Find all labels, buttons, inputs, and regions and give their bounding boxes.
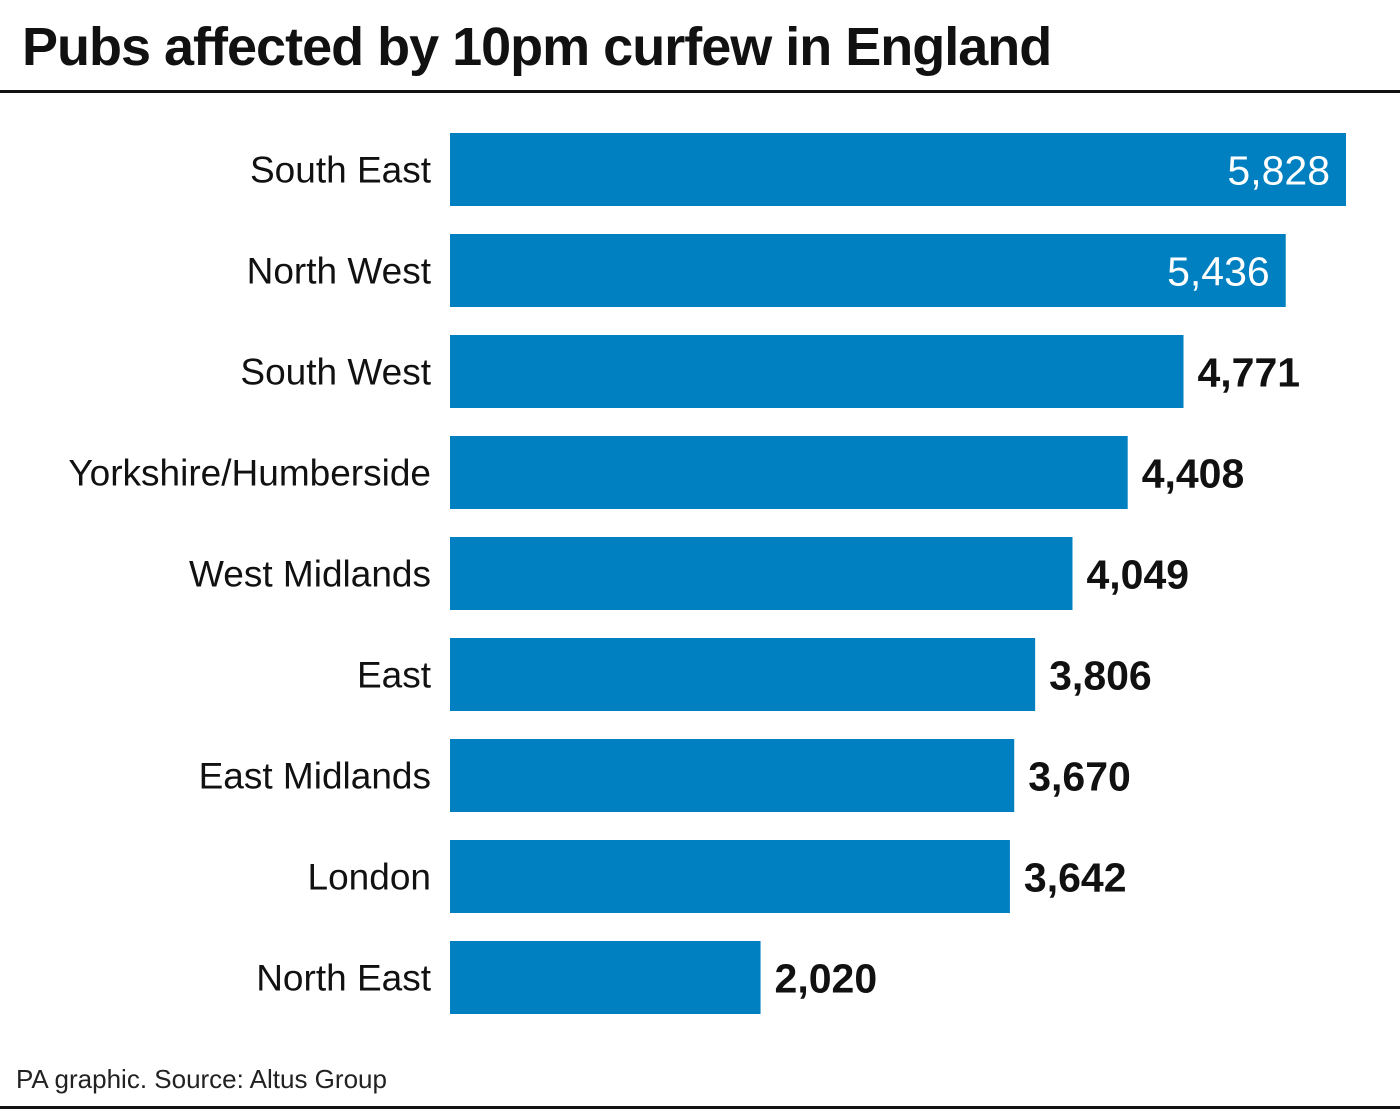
bar-yorkshire-humberside	[450, 436, 1128, 509]
value-label-yorkshire-humberside: 4,408	[1142, 451, 1245, 497]
bottom-rule	[0, 1106, 1400, 1109]
bar-south-west	[450, 335, 1184, 408]
category-label-london: London	[308, 857, 431, 898]
bar-south-east	[450, 133, 1346, 206]
category-label-east: East	[357, 655, 432, 696]
bar-london	[450, 840, 1010, 913]
title-rule	[0, 90, 1400, 93]
value-label-south-west: 4,771	[1197, 350, 1300, 396]
chart-title: Pubs affected by 10pm curfew in England	[22, 17, 1052, 77]
bar-east	[450, 638, 1036, 711]
value-label-north-east: 2,020	[775, 956, 878, 1002]
bar-east-midlands	[450, 739, 1015, 812]
category-label-west-midlands: West Midlands	[189, 554, 431, 595]
category-label-north-east: North East	[256, 958, 432, 999]
value-label-east-midlands: 3,670	[1028, 754, 1131, 800]
value-label-south-east: 5,828	[1227, 148, 1330, 194]
bar-north-east	[450, 941, 761, 1014]
value-label-north-west: 5,436	[1167, 249, 1270, 295]
bar-west-midlands	[450, 537, 1073, 610]
category-label-north-west: North West	[247, 251, 432, 292]
source-note: PA graphic. Source: Altus Group	[16, 1064, 387, 1094]
bar-north-west	[450, 234, 1286, 307]
value-label-west-midlands: 4,049	[1086, 552, 1189, 598]
category-label-east-midlands: East Midlands	[199, 756, 431, 797]
category-label-south-west: South West	[240, 352, 431, 393]
value-label-london: 3,642	[1024, 855, 1127, 901]
value-label-east: 3,806	[1049, 653, 1152, 699]
category-label-yorkshire-humberside: Yorkshire/Humberside	[68, 453, 431, 494]
category-label-south-east: South East	[250, 150, 432, 191]
